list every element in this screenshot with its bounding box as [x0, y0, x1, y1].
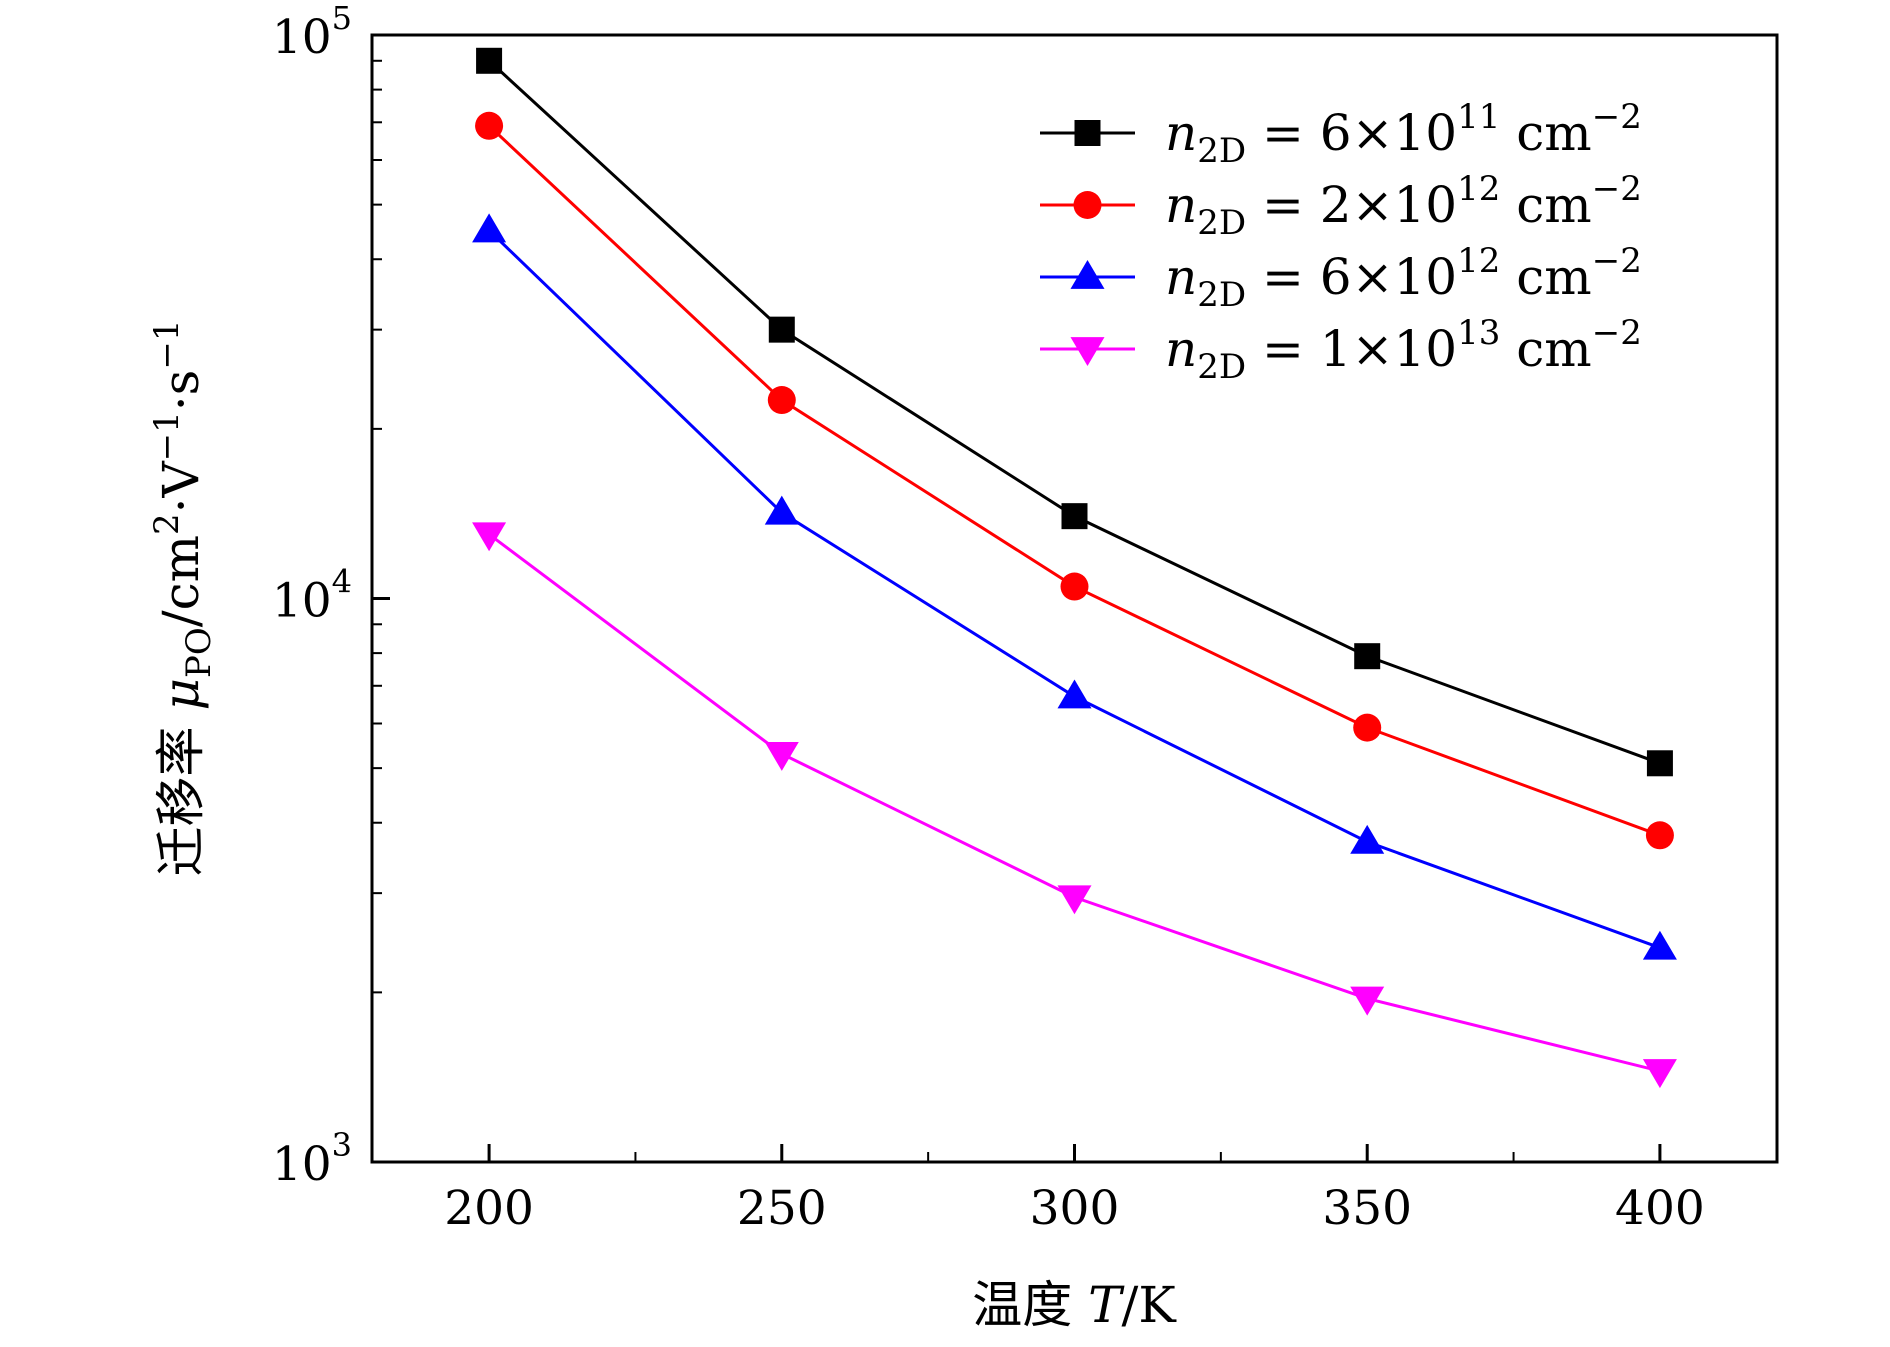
data-point [1060, 572, 1089, 601]
x-tick-label: 350 [1322, 1181, 1412, 1236]
data-point [1642, 1059, 1677, 1089]
data-point [767, 386, 796, 415]
x-tick-label: 250 [737, 1181, 827, 1236]
y-axis-title: 迁移率 μPO/cm2·V−1·s−1 [147, 320, 219, 877]
data-point [1057, 885, 1092, 915]
data-point [1057, 679, 1092, 709]
x-tick-label: 200 [444, 1181, 534, 1236]
series-line-3 [488, 533, 1661, 1073]
legend-label: n2D = 6×1012 cm−2 [1165, 241, 1642, 315]
legend-label: n2D = 6×1011 cm−2 [1165, 97, 1642, 171]
data-point [1353, 713, 1382, 742]
series-line-1 [488, 124, 1661, 837]
series-line-0 [488, 59, 1661, 765]
data-point [472, 522, 507, 552]
y-minor-ticks [372, 59, 382, 994]
legend-label: n2D = 1×1013 cm−2 [1165, 313, 1642, 387]
data-point [1646, 750, 1673, 777]
data-point [1061, 503, 1088, 530]
series-layer [472, 47, 1677, 1089]
data-point [475, 111, 504, 140]
legend-marker [1074, 120, 1101, 146]
data-point [472, 213, 507, 243]
legend-label: n2D = 2×1012 cm−2 [1165, 169, 1642, 243]
data-point [1350, 986, 1385, 1016]
data-point [764, 741, 799, 771]
x-ticks: 200 250 300 350 400 [444, 1144, 1705, 1236]
data-point [764, 495, 799, 525]
data-point [1642, 930, 1677, 960]
data-point [768, 316, 795, 343]
data-point [1645, 821, 1674, 850]
y-tick-label: 104 [272, 563, 352, 629]
data-point [476, 47, 503, 74]
legend-marker [1070, 337, 1105, 366]
legend-marker [1073, 191, 1102, 219]
x-tick-label: 300 [1030, 1181, 1120, 1236]
y-tick-label: 105 [272, 0, 352, 65]
x-tick-label: 400 [1615, 1181, 1705, 1236]
data-point [1350, 824, 1385, 854]
data-point [1354, 643, 1381, 670]
y-tick-label: 103 [272, 1126, 352, 1192]
y-major-ticks: 103 104 105 [272, 0, 390, 1192]
legend-marker [1070, 260, 1105, 289]
x-axis-title: 温度 T/K [972, 1276, 1177, 1334]
